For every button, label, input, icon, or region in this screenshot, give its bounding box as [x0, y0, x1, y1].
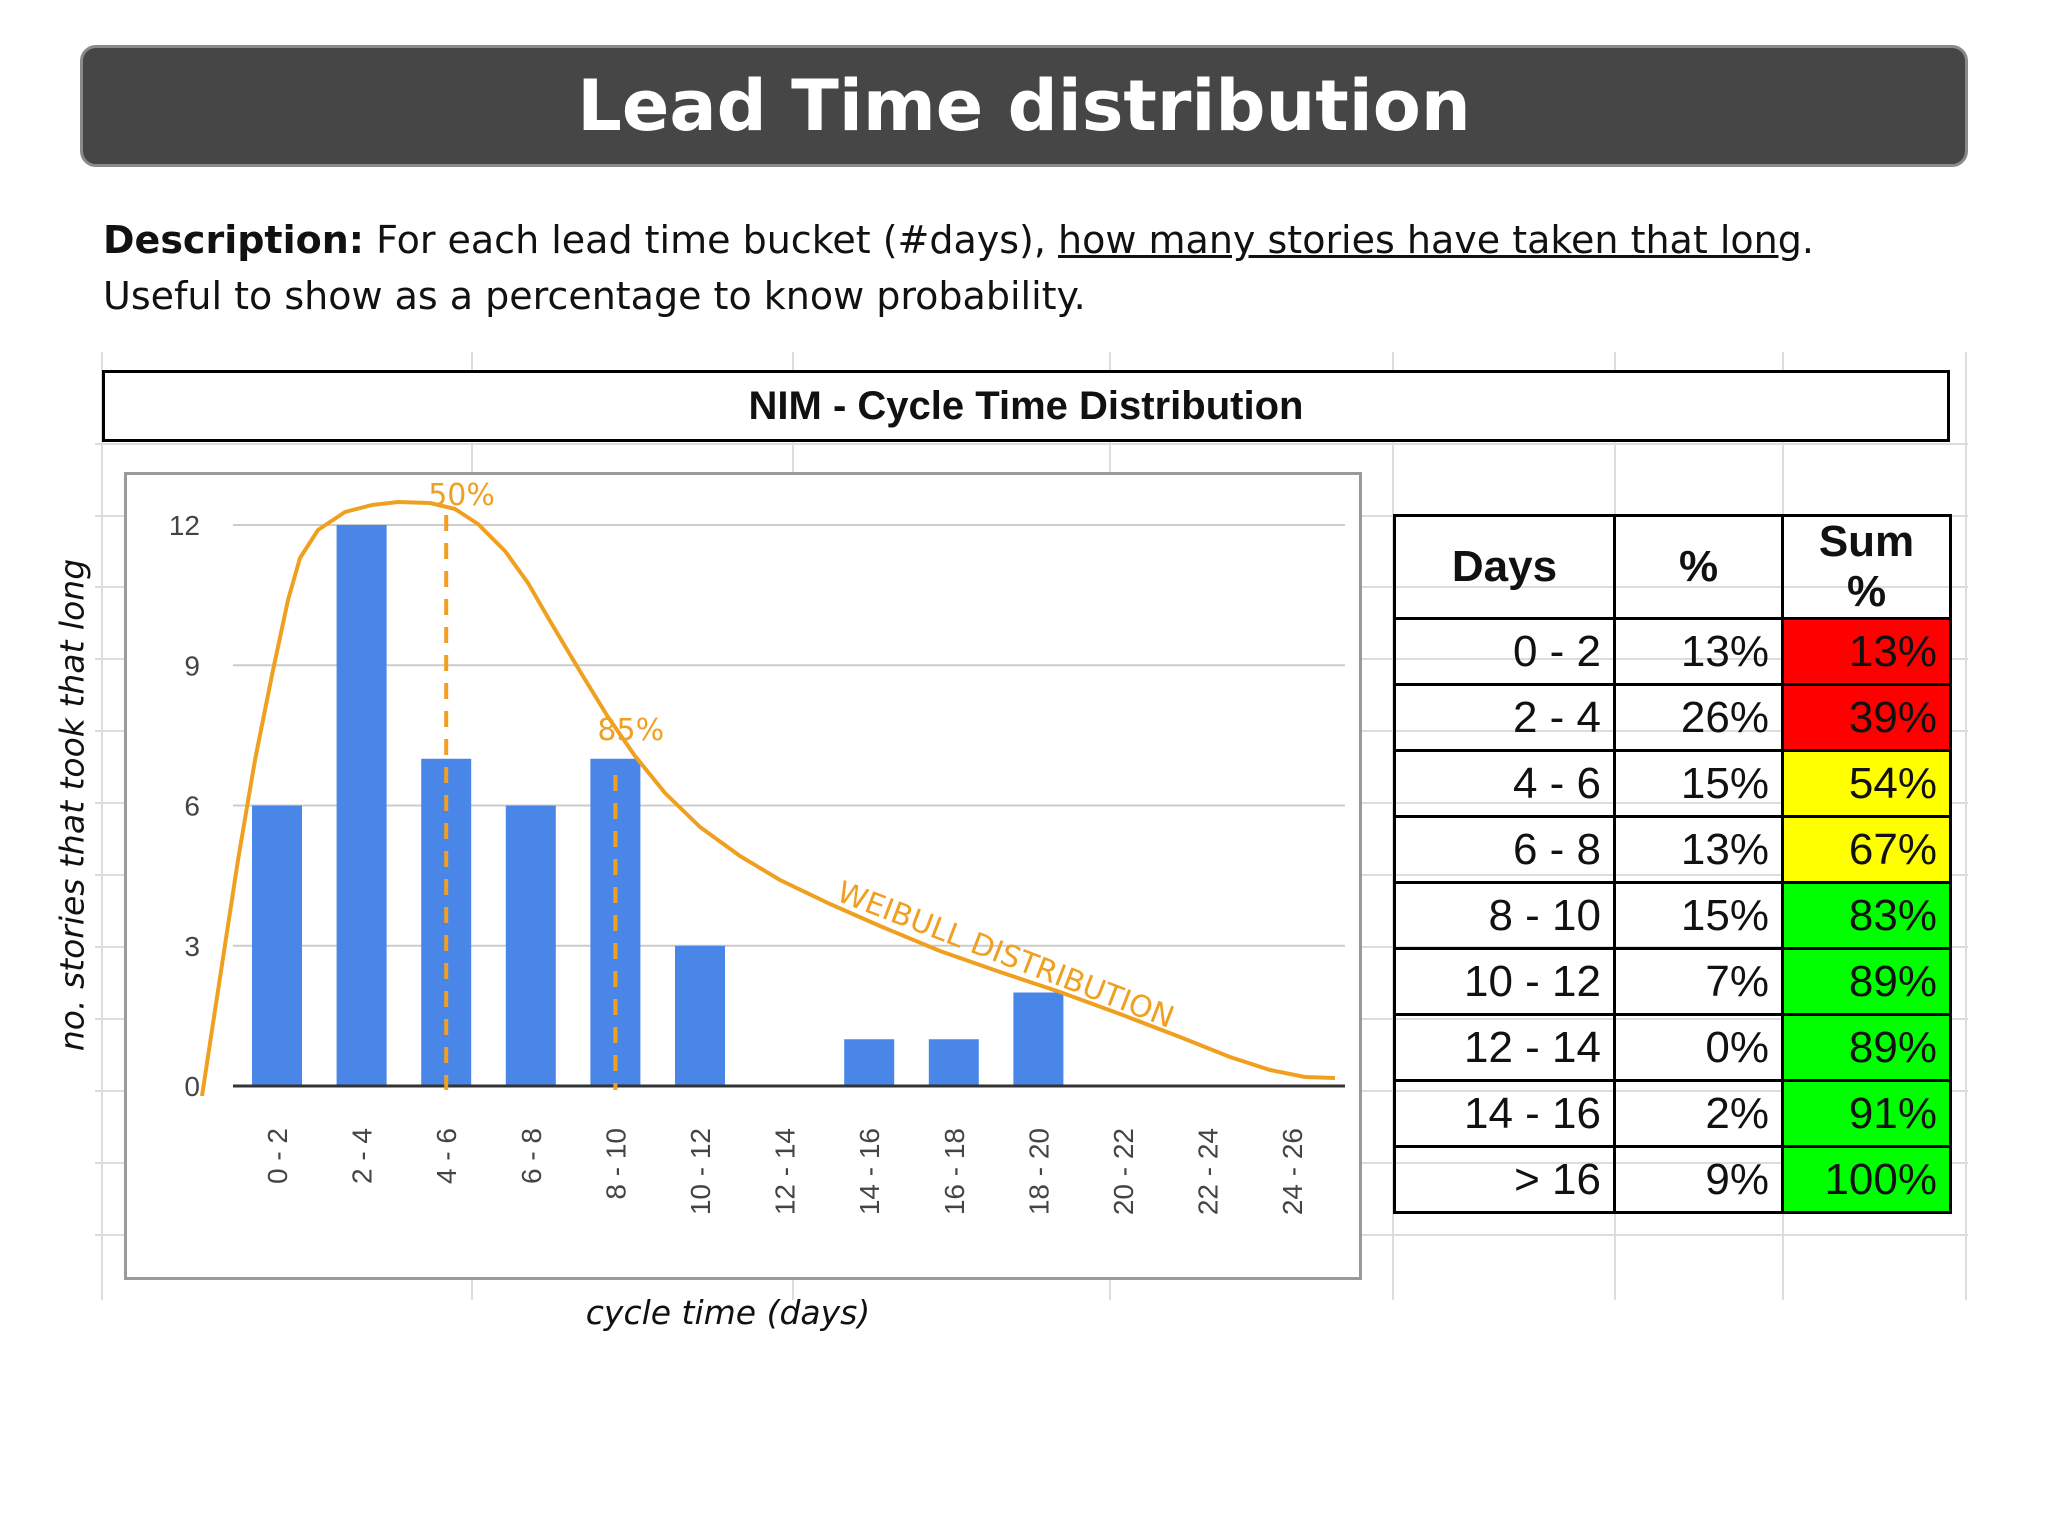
cell-percent: 13%: [1613, 815, 1784, 884]
chart-title-box: NIM - Cycle Time Distribution: [102, 370, 1950, 442]
x-tick-label: 8 - 10: [600, 1128, 631, 1200]
cell-days: 12 - 14: [1393, 1013, 1616, 1082]
y-tick-label: 3: [184, 931, 200, 962]
slide-title-bar: Lead Time distribution: [80, 45, 1968, 167]
description-text-before: For each lead time bucket (#days),: [363, 218, 1059, 262]
x-tick-label: 20 - 22: [1108, 1128, 1139, 1215]
cell-sum-percent: 83%: [1781, 881, 1952, 950]
cell-days: 10 - 12: [1393, 947, 1616, 1016]
x-axis-label: cycle time (days): [585, 1293, 871, 1332]
y-tick-label: 0: [184, 1071, 200, 1102]
table-row: 6 - 8 13% 67%: [1393, 815, 1952, 884]
x-tick-label: 2 - 4: [347, 1128, 378, 1184]
x-tick-label: 12 - 14: [770, 1128, 801, 1215]
cell-percent: 15%: [1613, 749, 1784, 818]
cell-sum-percent: 91%: [1781, 1079, 1952, 1148]
cell-days: > 16: [1393, 1145, 1616, 1214]
table-row: > 16 9% 100%: [1393, 1145, 1952, 1214]
percentile-label: 85%: [597, 713, 664, 748]
header-sum-percent: Sum %: [1781, 514, 1952, 620]
x-tick-label: 22 - 24: [1193, 1128, 1224, 1215]
table-row: 12 - 14 0% 89%: [1393, 1013, 1952, 1082]
chart-title: NIM - Cycle Time Distribution: [748, 383, 1304, 428]
cell-days: 2 - 4: [1393, 683, 1616, 752]
cell-percent: 0%: [1613, 1013, 1784, 1082]
description-line-1: Description: For each lead time bucket (…: [103, 212, 1963, 268]
cell-days: 0 - 2: [1393, 617, 1616, 686]
x-tick-label: 18 - 20: [1023, 1128, 1054, 1215]
table-row: 4 - 6 15% 54%: [1393, 749, 1952, 818]
distribution-table: Days % Sum % 0 - 2 13% 13% 2 - 4 26% 39% 4 - 6…: [1393, 514, 1952, 1214]
cell-days: 6 - 8: [1393, 815, 1616, 884]
cell-sum-percent: 54%: [1781, 749, 1952, 818]
cell-percent: 15%: [1613, 881, 1784, 950]
bar: [505, 805, 556, 1086]
description-line-2: Useful to show as a percentage to know p…: [103, 274, 1086, 318]
y-axis-label: no. stories that took that long: [52, 558, 92, 1052]
cell-days: 8 - 10: [1393, 881, 1616, 950]
bar: [336, 525, 387, 1086]
x-tick-label: 0 - 2: [262, 1128, 293, 1184]
bar: [844, 1039, 895, 1086]
table-header-row: Days % Sum %: [1393, 514, 1952, 620]
cell-sum-percent: 100%: [1781, 1145, 1952, 1214]
cell-percent: 13%: [1613, 617, 1784, 686]
slide-title: Lead Time distribution: [577, 65, 1471, 147]
header-days: Days: [1393, 514, 1616, 620]
y-tick-label: 12: [169, 510, 200, 541]
bar: [252, 805, 302, 1086]
cell-sum-percent: 89%: [1781, 1013, 1952, 1082]
table-row: 0 - 2 13% 13%: [1393, 617, 1952, 686]
header-percent: %: [1613, 514, 1784, 620]
weibull-curve: [200, 500, 1336, 1097]
chart-frame: [124, 472, 1362, 1280]
cell-sum-percent: 67%: [1781, 815, 1952, 884]
x-tick-label: 10 - 12: [685, 1128, 716, 1215]
y-tick-label: 6: [184, 791, 200, 822]
cell-percent: 9%: [1613, 1145, 1784, 1214]
y-tick-label: 9: [184, 650, 200, 681]
bar: [1013, 992, 1064, 1086]
x-tick-label: 4 - 6: [431, 1128, 462, 1184]
cell-percent: 7%: [1613, 947, 1784, 1016]
weibull-label: WEIBULL DISTRIBUTION: [832, 875, 1179, 1036]
cell-sum-percent: 89%: [1781, 947, 1952, 1016]
cell-days: 14 - 16: [1393, 1079, 1616, 1148]
cell-percent: 2%: [1613, 1079, 1784, 1148]
description-text-after: .: [1801, 218, 1814, 262]
percentile-label: 50%: [428, 478, 495, 513]
description-label: Description:: [103, 218, 364, 262]
table-body: 0 - 2 13% 13% 2 - 4 26% 39% 4 - 6 15% 54% 6 - 8 13…: [1393, 617, 1952, 1214]
table-row: 10 - 12 7% 89%: [1393, 947, 1952, 1016]
cell-days: 4 - 6: [1393, 749, 1616, 818]
cell-percent: 26%: [1613, 683, 1784, 752]
table-row: 14 - 16 2% 91%: [1393, 1079, 1952, 1148]
x-tick-label: 6 - 8: [516, 1128, 547, 1184]
x-tick-label: 14 - 16: [854, 1128, 885, 1215]
bar: [675, 945, 725, 1086]
description-block: Description: For each lead time bucket (…: [103, 212, 1963, 324]
description-underlined: how many stories have taken that long: [1058, 218, 1802, 262]
x-tick-label: 16 - 18: [939, 1128, 970, 1215]
table-row: 8 - 10 15% 83%: [1393, 881, 1952, 950]
x-tick-label: 24 - 26: [1277, 1128, 1308, 1215]
table-row: 2 - 4 26% 39%: [1393, 683, 1952, 752]
cell-sum-percent: 39%: [1781, 683, 1952, 752]
cell-sum-percent: 13%: [1781, 617, 1952, 686]
bar: [928, 1039, 979, 1086]
